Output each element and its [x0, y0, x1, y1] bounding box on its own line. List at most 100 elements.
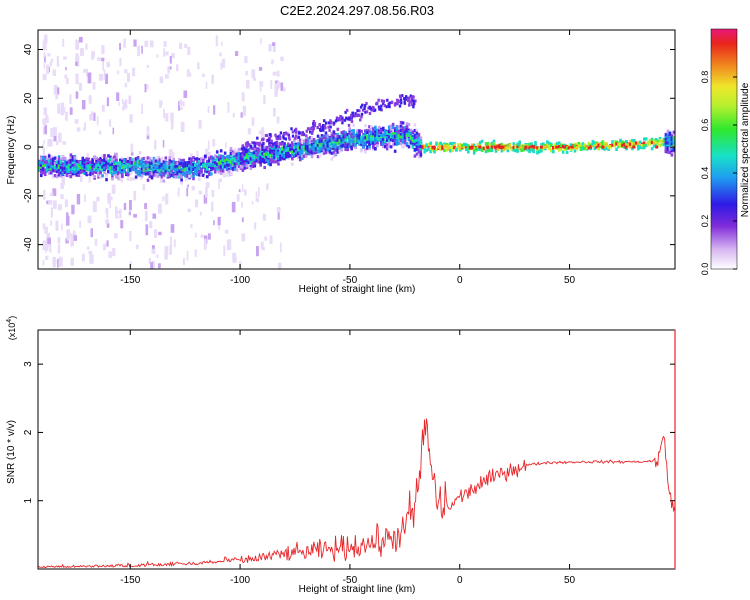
spectrogram-band-cell	[358, 136, 361, 140]
spectrogram-band-cell	[168, 171, 172, 175]
spectrogram-band-cell	[366, 130, 369, 135]
spectrogram-band-cell	[492, 139, 496, 143]
spectrogram-band-cell	[227, 158, 231, 162]
spectrogram-noise-cell	[258, 187, 260, 197]
spectrogram-band-cell	[670, 136, 674, 140]
spectrogram-band-cell	[293, 142, 296, 147]
spectrogram-branch-cell	[323, 119, 326, 123]
spectrogram-band-cell	[352, 129, 355, 133]
spectrogram-band-cell	[372, 141, 375, 145]
spectrogram-noise-cell	[128, 199, 132, 211]
spectrogram-branch-cell	[371, 108, 374, 112]
spectrogram-band-cell	[320, 147, 324, 151]
spectrogram-noise-cell	[57, 258, 59, 268]
spectrogram-band-cell	[296, 155, 300, 159]
spectrogram-band-cell	[38, 162, 41, 166]
spectrogram-band-cell	[411, 130, 415, 134]
spectrogram-band-cell	[304, 138, 308, 142]
spectrogram-branch-cell	[323, 124, 327, 128]
spectrogram-branch-cell	[284, 131, 287, 135]
spectrogram-noise-cell	[177, 187, 180, 197]
spectrogram-band-cell	[332, 130, 336, 134]
spectrogram-band-cell	[374, 125, 377, 129]
spectrogram-branch-cell	[240, 147, 244, 151]
spectrogram-band-cell	[575, 142, 579, 146]
spectrogram-noise-cell	[81, 100, 86, 110]
spectrogram-noise-cell	[211, 201, 214, 212]
spectrogram-noise-cell	[152, 213, 157, 219]
spectrogram-band-cell	[324, 140, 328, 145]
spectrogram-band-cell	[587, 146, 591, 150]
spectrogram-band-cell	[208, 172, 211, 177]
spectrogram-branch-cell	[313, 121, 317, 125]
spectrogram-band-cell	[453, 146, 456, 150]
spectrogram-band-cell	[605, 146, 608, 150]
spectrogram-band-cell	[350, 138, 353, 142]
spectrogram-band-cell	[330, 134, 334, 138]
spectrogram-band-cell	[664, 145, 668, 150]
spectrogram-band-cell	[275, 152, 278, 156]
spectrogram-band-cell	[158, 161, 162, 165]
spectrogram-branch-cell	[357, 113, 360, 117]
spectrogram-band-cell	[298, 142, 302, 146]
spectrogram-noise-cell	[96, 196, 100, 202]
spectrogram-band-cell	[670, 139, 674, 143]
spectrogram-noise-cell	[58, 256, 63, 267]
spectrogram-noise-cell	[129, 114, 133, 123]
spectrogram-branch-cell	[288, 137, 291, 141]
spectrogram-band-cell	[126, 168, 130, 172]
spectrogram-band-cell	[383, 129, 387, 133]
spectrogram-band-cell	[514, 145, 518, 150]
spectrogram-band-cell	[403, 130, 407, 135]
spectrogram-band-cell	[348, 139, 351, 143]
spectrogram-branch-cell	[251, 141, 254, 145]
spectrogram-band-cell	[407, 130, 411, 134]
spectrogram-band-cell	[536, 151, 539, 155]
spectrogram-noise-cell	[158, 231, 162, 236]
spectrogram-band-cell	[389, 134, 393, 139]
spectrogram-band-cell	[87, 157, 91, 161]
spectrogram-noise-cell	[262, 246, 265, 251]
spectrogram-band-cell	[451, 142, 454, 146]
spectrogram-band-cell	[38, 165, 41, 170]
spectrogram-noise-cell	[132, 67, 136, 77]
spectrogram-band-cell	[496, 144, 500, 148]
spectrogram-band-cell	[134, 161, 138, 165]
spectrogram-band-cell	[435, 148, 438, 152]
spectrogram-noise-cell	[87, 72, 92, 84]
spectrogram-band-cell	[504, 146, 508, 150]
spectrogram-band-cell	[364, 129, 367, 133]
spectrogram-band-cell	[490, 141, 494, 145]
spectrogram-band-cell	[310, 146, 314, 150]
spectrogram-band-cell	[378, 125, 381, 130]
spectrogram-band-cell	[93, 167, 96, 171]
spectrogram-band-cell	[387, 133, 391, 137]
spectrogram-band-cell	[514, 143, 518, 147]
spectrogram-band-cell	[395, 138, 399, 142]
spectrogram-band-cell	[180, 164, 183, 168]
spectrogram-noise-cell	[106, 61, 110, 68]
spectrogram-band-cell	[496, 147, 500, 152]
spectrogram-band-cell	[324, 131, 328, 135]
spectrogram-noise-cell	[255, 191, 258, 202]
spectrogram-band-cell	[259, 147, 263, 151]
spectrogram-band-cell	[589, 146, 593, 151]
spectrogram-band-cell	[291, 145, 294, 150]
spectrogram-band-cell	[271, 149, 274, 153]
spectrogram-band-cell	[85, 166, 89, 170]
spectrogram-noise-cell	[89, 113, 92, 121]
spectrogram-band-cell	[126, 165, 130, 170]
spectrogram-band-cell	[192, 167, 195, 171]
spectrogram-band-cell	[142, 164, 146, 168]
spectrogram-band-cell	[419, 150, 423, 154]
spectrogram-band-cell	[328, 147, 332, 151]
spectrogram-branch-cell	[377, 105, 381, 109]
spectrogram-branch-cell	[387, 104, 391, 108]
spectrogram-band-cell	[350, 142, 353, 146]
spectrogram-band-cell	[87, 160, 91, 164]
spectrogram-band-cell	[407, 145, 411, 149]
spectrogram-band-cell	[285, 152, 288, 156]
spectrogram-band-cell	[300, 148, 304, 153]
spectrogram-band-cell	[253, 161, 257, 165]
